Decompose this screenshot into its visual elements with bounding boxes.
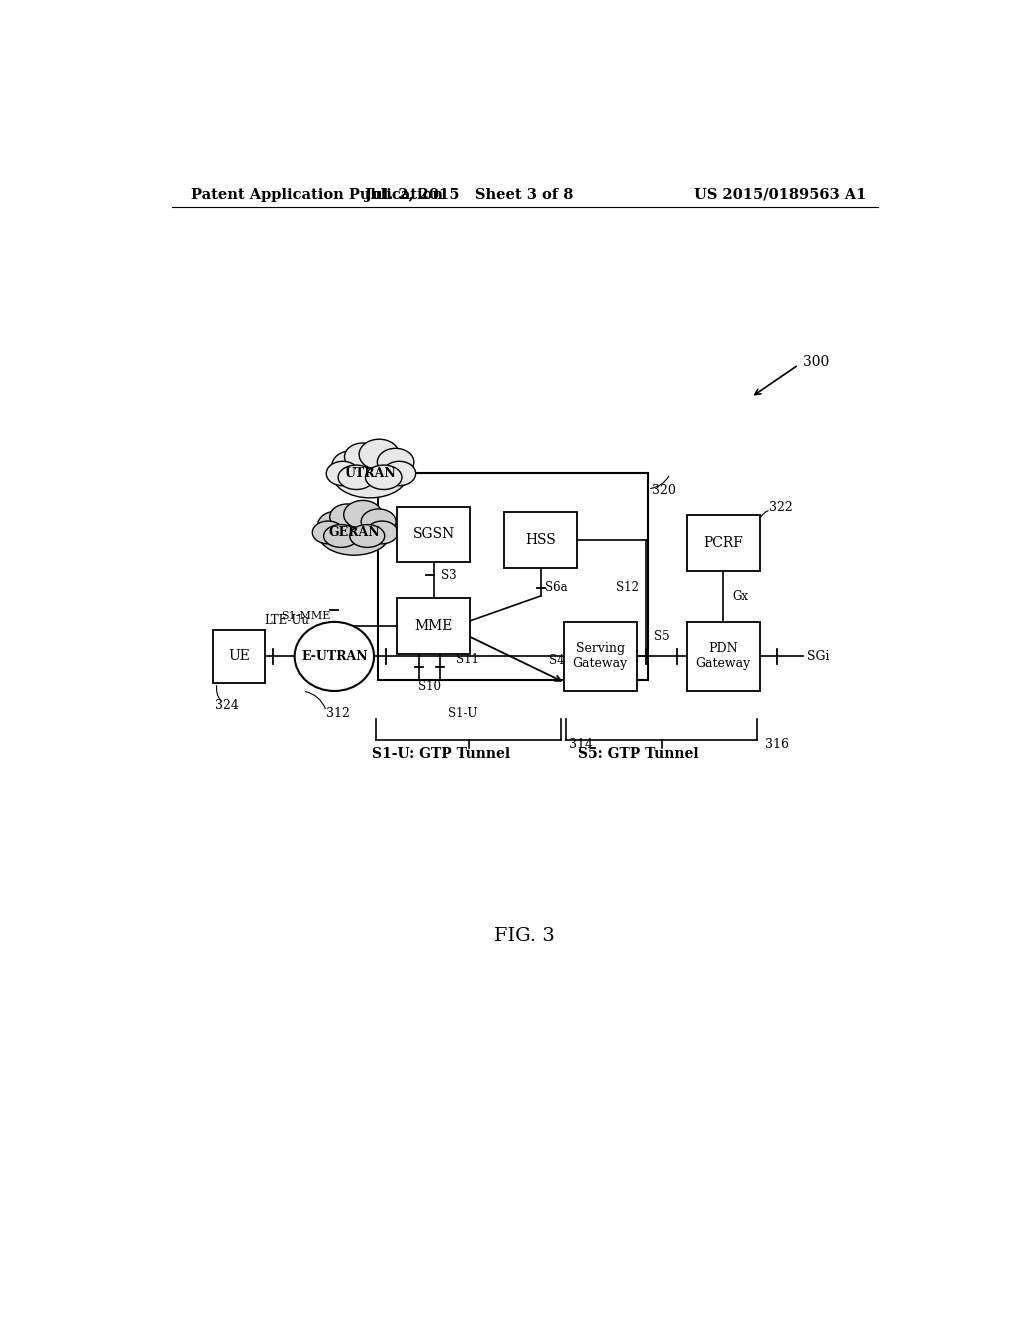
- Ellipse shape: [338, 465, 375, 490]
- Ellipse shape: [327, 461, 359, 486]
- Text: 300: 300: [803, 355, 828, 368]
- Ellipse shape: [332, 449, 409, 498]
- Text: 324: 324: [215, 698, 240, 711]
- Text: FIG. 3: FIG. 3: [495, 927, 555, 945]
- Ellipse shape: [317, 510, 391, 556]
- Ellipse shape: [344, 500, 382, 529]
- Text: 322: 322: [769, 500, 793, 513]
- Ellipse shape: [366, 465, 402, 490]
- Text: S6a: S6a: [546, 581, 568, 594]
- Text: Patent Application Publication: Patent Application Publication: [191, 187, 443, 202]
- Text: UTRAN: UTRAN: [344, 467, 396, 480]
- FancyBboxPatch shape: [687, 622, 760, 690]
- FancyBboxPatch shape: [504, 512, 578, 568]
- Text: Jul. 2, 2015   Sheet 3 of 8: Jul. 2, 2015 Sheet 3 of 8: [366, 187, 573, 202]
- FancyBboxPatch shape: [397, 598, 470, 653]
- Text: Gx: Gx: [733, 590, 749, 603]
- Text: 312: 312: [327, 706, 350, 719]
- Text: LTE-Uu: LTE-Uu: [264, 614, 309, 627]
- Text: S1-U: S1-U: [447, 706, 477, 719]
- Text: US 2015/0189563 A1: US 2015/0189563 A1: [693, 187, 866, 202]
- Text: S5: GTP Tunnel: S5: GTP Tunnel: [578, 747, 698, 762]
- Ellipse shape: [317, 511, 356, 540]
- Text: SGi: SGi: [807, 649, 829, 663]
- Ellipse shape: [324, 524, 358, 548]
- Ellipse shape: [312, 521, 344, 544]
- Text: Serving
Gateway: Serving Gateway: [572, 643, 628, 671]
- Ellipse shape: [367, 521, 397, 544]
- Text: E-UTRAN: E-UTRAN: [301, 649, 368, 663]
- Text: PDN
Gateway: PDN Gateway: [695, 643, 751, 671]
- Ellipse shape: [350, 524, 385, 548]
- Text: S5: S5: [654, 630, 670, 643]
- Text: S10: S10: [418, 680, 441, 693]
- Text: UE: UE: [228, 649, 250, 664]
- Ellipse shape: [295, 622, 374, 690]
- Bar: [378, 474, 648, 680]
- Text: GERAN: GERAN: [329, 525, 380, 539]
- Text: S3: S3: [441, 569, 457, 582]
- FancyBboxPatch shape: [687, 515, 760, 570]
- FancyBboxPatch shape: [563, 622, 637, 690]
- FancyBboxPatch shape: [397, 507, 470, 562]
- Text: 320: 320: [652, 483, 676, 496]
- FancyBboxPatch shape: [213, 630, 265, 682]
- Ellipse shape: [361, 510, 396, 535]
- Text: 314: 314: [569, 738, 593, 751]
- Ellipse shape: [330, 504, 365, 529]
- Text: PCRF: PCRF: [703, 536, 743, 549]
- Text: S1-U: GTP Tunnel: S1-U: GTP Tunnel: [373, 747, 511, 762]
- Text: SGSN: SGSN: [413, 528, 455, 541]
- Text: S1-U: S1-U: [422, 630, 451, 643]
- Text: HSS: HSS: [525, 532, 556, 546]
- Ellipse shape: [383, 461, 416, 486]
- Text: S12: S12: [616, 581, 639, 594]
- Ellipse shape: [344, 444, 381, 470]
- Text: 318: 318: [346, 660, 369, 673]
- Text: S1-MME: S1-MME: [281, 611, 331, 620]
- Ellipse shape: [378, 449, 414, 475]
- Ellipse shape: [359, 440, 399, 470]
- Ellipse shape: [332, 450, 372, 480]
- Text: S11: S11: [456, 653, 478, 667]
- Text: 316: 316: [765, 738, 790, 751]
- Text: MME: MME: [415, 619, 453, 634]
- Text: S4: S4: [550, 653, 565, 667]
